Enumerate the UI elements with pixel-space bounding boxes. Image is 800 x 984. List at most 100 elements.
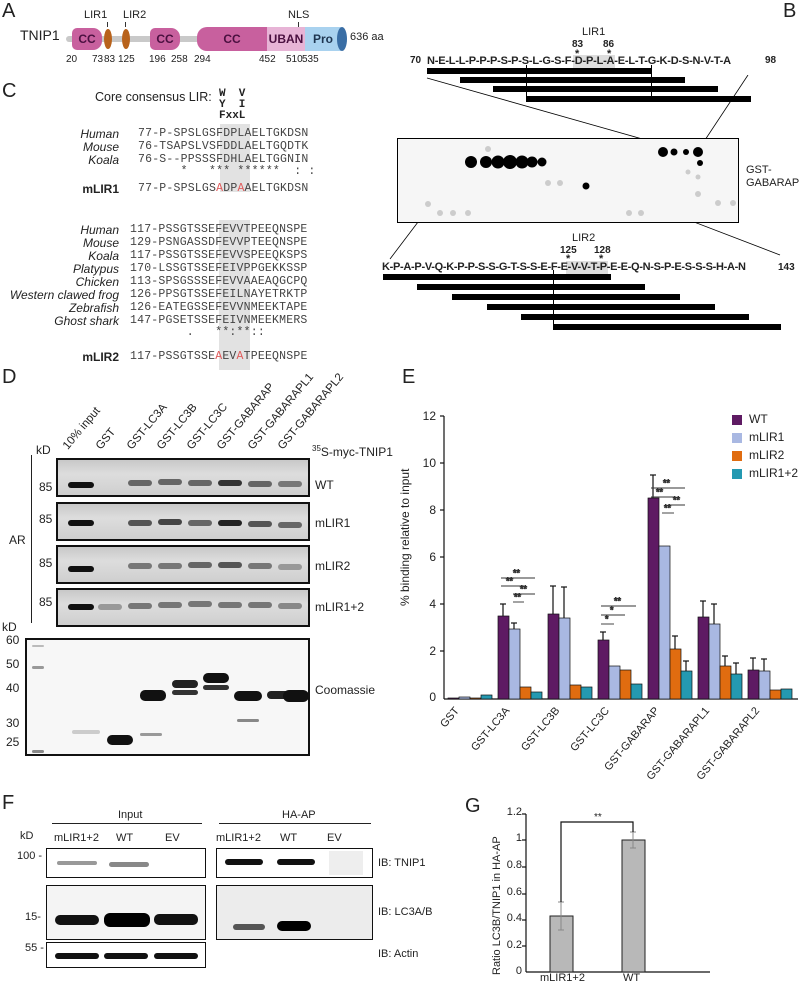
- kd-marker: 30: [6, 716, 20, 730]
- y-tick: 12: [422, 409, 436, 423]
- kd-marker: 60: [6, 633, 20, 647]
- blot-strip: [56, 588, 310, 627]
- species-label: Koala: [88, 153, 119, 167]
- sequence-row: 147-PGSETSSEFEIVNMEEKMERS: [130, 314, 308, 327]
- x-tick-label: GST-LC3C: [568, 705, 613, 754]
- sequence-row: 126-PPSGTSSEFEILNAYETRKTP: [130, 288, 308, 301]
- species-label: Human: [80, 223, 119, 237]
- sequence-row: 170-LSSGTSSEFEIVPPGEKKSSP: [130, 262, 308, 275]
- lir2-tick: [125, 22, 126, 27]
- legend-label: mLIR1+2: [749, 466, 799, 480]
- pos-label: 20: [66, 54, 78, 65]
- y-tick: 0.6: [506, 886, 522, 898]
- nls-tick: [298, 22, 299, 27]
- cc-domain-1: CC: [72, 28, 102, 50]
- protein-length: 636 aa: [350, 31, 384, 43]
- pro-domain: Pro: [305, 27, 341, 51]
- hap-lc3-blot: [216, 885, 373, 940]
- y-tick: 1: [515, 832, 522, 844]
- ha-ap-label: HA-AP: [282, 809, 316, 821]
- lir1-pos-86: 86: [603, 39, 615, 50]
- lir1-highlight: [573, 55, 615, 68]
- species-label: Platypus: [72, 262, 119, 276]
- pos-label: 452: [259, 54, 276, 65]
- legend-swatch-mlir1: [732, 433, 742, 443]
- legend-swatch-wt: [732, 415, 742, 425]
- species-label: Ghost shark: [54, 314, 119, 328]
- legend-swatch-mlir12: [732, 469, 742, 479]
- mlir1-sequence: 77-P-SPSLGSADPAAELTGKDSN: [138, 182, 309, 195]
- lir2-pos-125: 125: [560, 245, 577, 256]
- pos-label: 73: [92, 54, 104, 65]
- uban-domain: UBAN: [267, 27, 305, 51]
- lir2-peptide-sequence: K-P-A-P-V-Q-K-P-P-S-S-G-T-S-S-E-F-E-V-V-…: [382, 261, 746, 273]
- pos-label: 294: [194, 54, 211, 65]
- svg-text:**: **: [656, 487, 664, 497]
- sequence-row: 117-PSSGTSSEFEVVTPEEQNSPE: [130, 223, 308, 236]
- y-tick: 0.8: [506, 859, 522, 871]
- x-tick-label: GST-LC3B: [518, 705, 563, 754]
- cc-domain-3: CC: [197, 27, 267, 51]
- ib-label: IB: TNIP1: [378, 857, 426, 869]
- blot-row-label: WT: [315, 478, 334, 492]
- species-label: Human: [80, 127, 119, 141]
- consensus-bot: FxxL: [219, 110, 246, 122]
- array-spots: [425, 146, 736, 216]
- y-tick: 4: [429, 597, 436, 611]
- blot-label-gst-gabarap: GST- GABARAP: [746, 164, 800, 189]
- species-label: Mouse: [82, 236, 119, 250]
- pos-label: 258: [171, 54, 188, 65]
- panel-label-b: B: [783, 0, 797, 22]
- probe-label: 35S-myc-TNIP1: [312, 444, 393, 459]
- lane-label: EV: [165, 832, 180, 844]
- lir1-domain: [104, 29, 112, 49]
- sequence-row: 76-TSAPSLVSFDDLAELTGQDTK: [138, 140, 309, 153]
- kd-marker: 40: [6, 681, 20, 695]
- blot-strip: [56, 502, 310, 541]
- pos-label: 510: [286, 54, 303, 65]
- panel-label-a: A: [2, 0, 16, 22]
- peptide-bar: [452, 294, 680, 300]
- svg-text:*: *: [610, 605, 614, 615]
- lane-label: WT: [116, 832, 134, 844]
- kd-label: kD: [2, 620, 17, 634]
- peptide-bar: [487, 304, 715, 310]
- peptide-bar: [427, 68, 652, 74]
- kd-marker: 25: [6, 735, 20, 749]
- significance-mark: **: [594, 812, 602, 823]
- y-tick: 2: [429, 644, 436, 658]
- pos-label: 196: [149, 54, 166, 65]
- species-label: Western clawed frog: [9, 288, 119, 302]
- svg-text:*: *: [605, 614, 609, 624]
- blot-strip: [56, 458, 310, 497]
- sequence-row: 126-EATEGSSEFEVVNMEEKTAPE: [130, 301, 308, 314]
- legend-label: WT: [749, 412, 768, 426]
- kd-marker: 55 -: [25, 942, 44, 954]
- y-tick: 0.2: [506, 939, 522, 951]
- panel-label-e: E: [402, 366, 416, 388]
- lane-label: GST: [93, 426, 119, 452]
- lir1-end: 98: [765, 55, 777, 66]
- input-lc3-blot: [46, 885, 206, 940]
- lir2-highlight: [566, 261, 608, 275]
- y-axis-label: % binding relative to input: [398, 468, 412, 606]
- x-tick-label: mLIR1+2: [540, 972, 585, 984]
- kd-marker: 15-: [25, 911, 41, 923]
- svg-text:**: **: [520, 584, 528, 594]
- protein-name: TNIP1: [20, 27, 60, 43]
- coomassie-label: Coomassie: [315, 683, 376, 697]
- species-label: Chicken: [75, 275, 119, 289]
- peptide-bar: [383, 274, 611, 280]
- kd-label: kD: [36, 443, 51, 457]
- lir1-start: 70: [410, 55, 422, 66]
- y-tick: 0.4: [506, 912, 522, 924]
- legend-label: mLIR2: [749, 448, 785, 462]
- sequence-row: 117-PSSGTSSEFEVVSPEEQKSPS: [130, 249, 308, 262]
- blot-strip: [56, 545, 310, 584]
- lane-label: mLIR1+2: [54, 832, 99, 844]
- lir2-domain: [122, 29, 130, 49]
- blot-row-label: mLIR1+2: [315, 600, 365, 614]
- lir1-label: LIR1: [582, 26, 606, 38]
- lane-label: WT: [280, 832, 298, 844]
- svg-text:**: **: [614, 596, 622, 606]
